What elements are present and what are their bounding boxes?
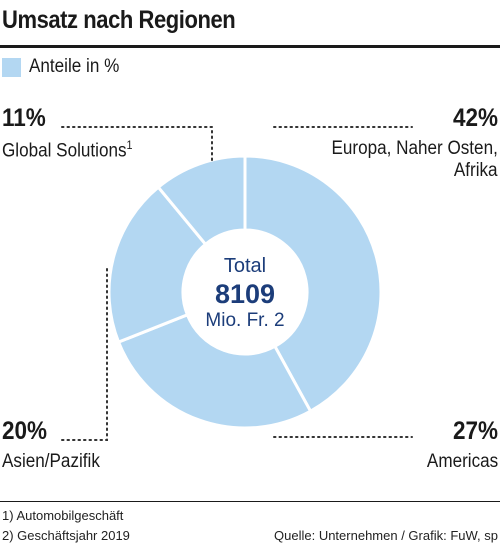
- leader-line-global-solutions: [61, 126, 213, 161]
- slice-global-solutions: [156, 154, 247, 247]
- center-total-unit: Mio. Fr. 2: [205, 310, 285, 331]
- title-rule: [0, 45, 500, 48]
- source-note: Quelle: Unternehmen / Grafik: FuW, sp: [274, 528, 498, 543]
- footnote-1: 1) Automobilgeschäft: [2, 508, 124, 523]
- pct-americas: 27%: [452, 417, 498, 445]
- legend-label: Anteile in %: [29, 56, 120, 77]
- slice-americas: [116, 312, 313, 430]
- label-europa-line1: Europa, Naher Osten,: [331, 138, 498, 159]
- label-europa-line2: Afrika: [454, 160, 498, 181]
- slice-asien-pazifik: [107, 185, 208, 345]
- label-global-solutions: Global Solutions1: [2, 138, 133, 162]
- footnote-2: 2) Geschäftsjahr 2019: [2, 528, 130, 543]
- center-total-label: Total: [223, 255, 267, 277]
- pct-asien: 20%: [2, 417, 48, 445]
- footer-rule: [0, 501, 500, 502]
- label-asien: Asien/Pazifik: [2, 451, 100, 472]
- pct-europa: 42%: [452, 104, 498, 132]
- slice-europa-naher-osten-afrika: [243, 154, 383, 414]
- donut-chart: [61, 126, 413, 441]
- label-americas: Americas: [426, 451, 498, 472]
- legend-swatch: [2, 57, 21, 77]
- center-total-value: 8109: [214, 279, 276, 309]
- leader-line-asien: [61, 267, 108, 441]
- pct-global-solutions: 11%: [2, 104, 46, 132]
- chart-title: Umsatz nach Regionen: [2, 6, 236, 34]
- legend: Anteile in %: [2, 56, 129, 78]
- center-total: Total 8109 Mio. Fr. 2: [185, 255, 305, 332]
